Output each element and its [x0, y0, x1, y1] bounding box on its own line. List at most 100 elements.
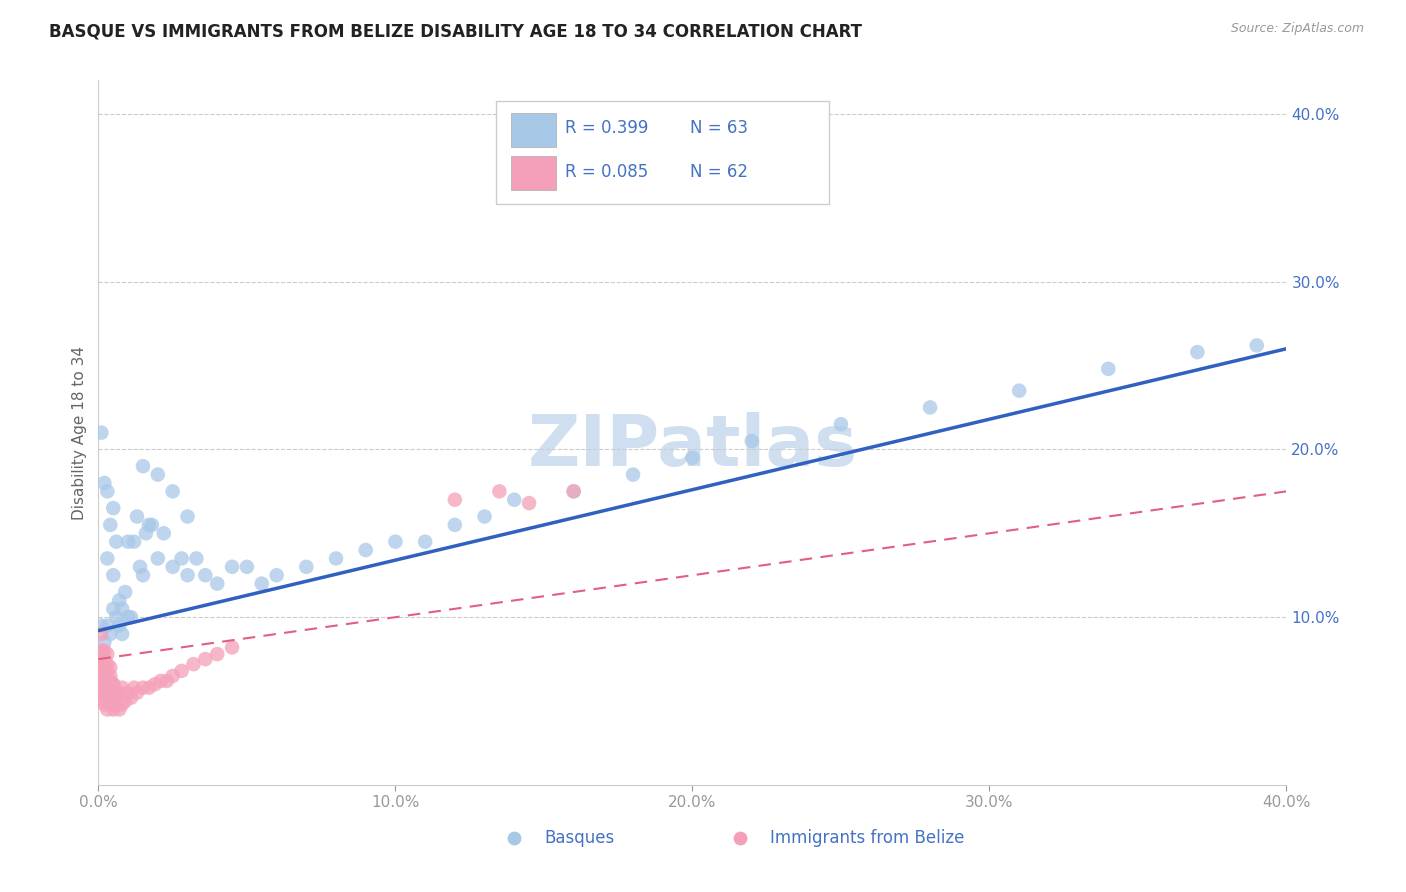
Point: [295, 559, 318, 574]
Point: [90, 657, 112, 672]
Point: [96, 664, 118, 678]
Point: [1246, 338, 1268, 352]
Point: [87, 652, 110, 666]
Text: BASQUE VS IMMIGRANTS FROM BELIZE DISABILITY AGE 18 TO 34 CORRELATION CHART: BASQUE VS IMMIGRANTS FROM BELIZE DISABIL…: [49, 22, 862, 40]
Point: [114, 694, 136, 708]
Text: Immigrants from Belize: Immigrants from Belize: [769, 829, 965, 847]
Point: [125, 509, 148, 524]
Point: [117, 686, 139, 700]
Text: ZIPatlas: ZIPatlas: [527, 412, 858, 481]
Point: [90, 425, 112, 440]
Point: [87, 686, 110, 700]
Point: [117, 534, 139, 549]
Point: [108, 686, 131, 700]
Point: [105, 698, 128, 712]
Point: [122, 681, 145, 695]
Point: [176, 568, 198, 582]
Point: [186, 551, 208, 566]
Point: [176, 509, 198, 524]
Point: [138, 681, 160, 695]
Point: [108, 618, 131, 632]
Point: [111, 698, 134, 712]
Point: [90, 627, 112, 641]
Point: [354, 543, 377, 558]
Point: [132, 459, 155, 474]
Point: [135, 526, 157, 541]
Point: [90, 694, 112, 708]
Point: [93, 698, 115, 712]
Point: [93, 475, 115, 490]
Point: [90, 686, 112, 700]
Point: [562, 484, 585, 499]
Point: [503, 492, 526, 507]
Point: [1097, 362, 1119, 376]
Point: [474, 509, 496, 524]
Point: [96, 677, 118, 691]
Point: [103, 501, 125, 516]
Point: [488, 484, 510, 499]
Point: [87, 669, 110, 683]
Point: [143, 677, 166, 691]
Point: [105, 534, 128, 549]
Point: [562, 484, 585, 499]
Point: [87, 660, 110, 674]
Point: [205, 576, 228, 591]
Point: [96, 647, 118, 661]
Point: [90, 618, 112, 632]
Point: [517, 496, 540, 510]
Point: [90, 681, 112, 695]
Point: [111, 627, 134, 641]
Point: [87, 677, 110, 691]
Point: [162, 669, 184, 683]
Point: [120, 610, 142, 624]
Point: [96, 690, 118, 705]
Point: [93, 644, 115, 658]
Point: [170, 664, 193, 678]
Point: [111, 602, 134, 616]
Point: [132, 568, 155, 582]
Point: [98, 698, 121, 712]
Point: [250, 576, 273, 591]
Point: [90, 673, 112, 688]
Point: [108, 702, 131, 716]
Point: [162, 484, 184, 499]
Point: [443, 517, 465, 532]
Point: [90, 647, 112, 661]
Point: [103, 702, 125, 716]
Text: Source: ZipAtlas.com: Source: ZipAtlas.com: [1230, 22, 1364, 36]
Point: [149, 673, 172, 688]
Point: [194, 652, 217, 666]
Point: [170, 551, 193, 566]
Point: [98, 517, 121, 532]
Point: [96, 657, 118, 672]
Point: [681, 450, 703, 465]
Point: [98, 660, 121, 674]
Point: [98, 686, 121, 700]
Point: [114, 585, 136, 599]
Point: [129, 559, 152, 574]
Point: [183, 657, 205, 672]
Point: [120, 690, 142, 705]
Point: [93, 673, 115, 688]
Point: [105, 610, 128, 624]
Point: [108, 593, 131, 607]
Point: [221, 559, 243, 574]
Point: [125, 686, 148, 700]
Text: N = 63: N = 63: [690, 120, 748, 137]
Point: [384, 534, 406, 549]
Point: [98, 669, 121, 683]
Point: [138, 517, 160, 532]
Point: [96, 702, 118, 716]
Text: R = 0.399: R = 0.399: [565, 120, 648, 137]
Point: [146, 551, 169, 566]
Point: [96, 484, 118, 499]
Point: [117, 610, 139, 624]
Point: [105, 686, 128, 700]
Point: [443, 492, 465, 507]
Point: [152, 526, 174, 541]
Point: [194, 568, 217, 582]
Point: [90, 644, 112, 658]
Point: [132, 681, 155, 695]
Text: N = 62: N = 62: [690, 163, 748, 181]
Point: [221, 640, 243, 655]
